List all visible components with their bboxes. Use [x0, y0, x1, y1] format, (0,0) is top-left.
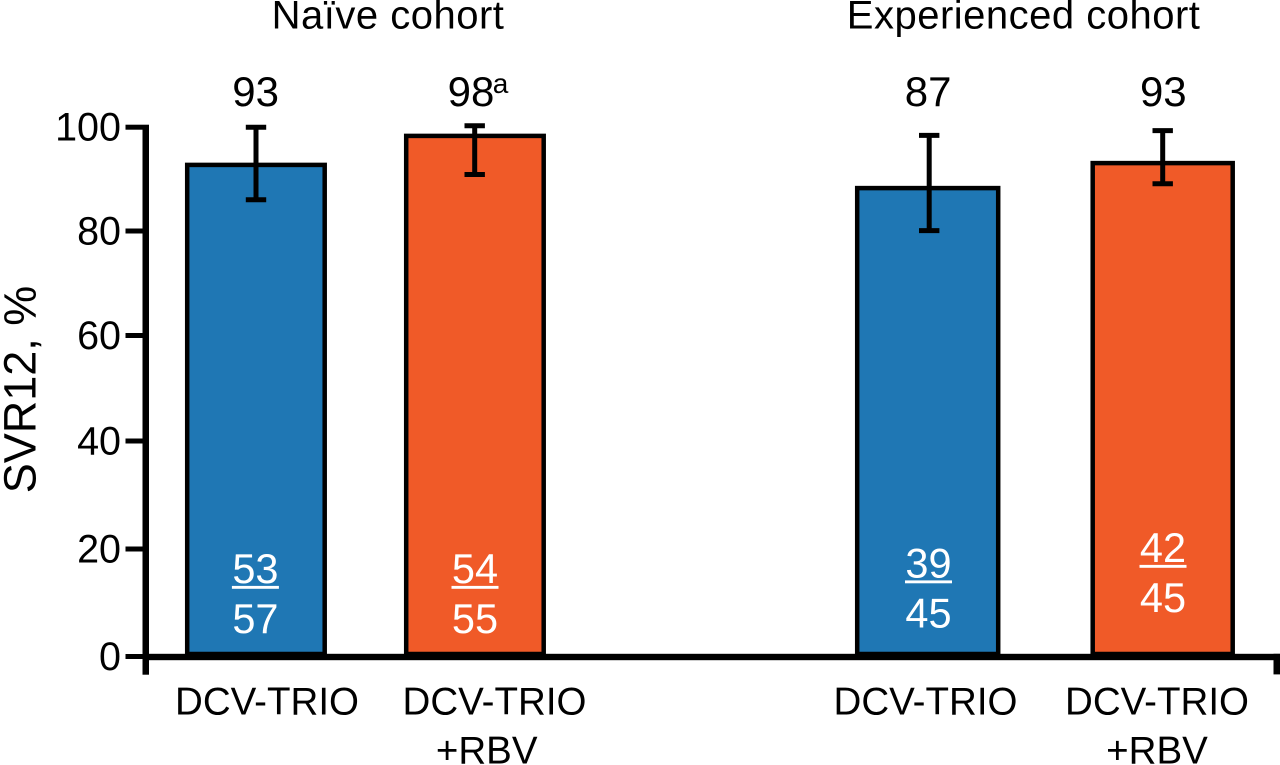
svg-text:45: 45: [1140, 574, 1186, 621]
svg-text:0: 0: [99, 635, 121, 679]
svg-text:SVR12, %: SVR12, %: [0, 286, 46, 494]
svg-text:87: 87: [905, 68, 952, 115]
svg-text:20: 20: [77, 527, 121, 571]
svg-text:+RBV: +RBV: [1106, 730, 1208, 765]
svg-text:DCV-TRIO: DCV-TRIO: [1065, 681, 1249, 724]
svg-text:57: 57: [232, 595, 278, 642]
svg-text:DCV-TRIO: DCV-TRIO: [175, 681, 359, 724]
svg-text:45: 45: [905, 589, 951, 636]
svg-text:98: 98: [448, 68, 495, 115]
svg-text:93: 93: [232, 68, 279, 115]
svg-text:54: 54: [452, 545, 498, 592]
svg-text:42: 42: [1140, 524, 1186, 571]
svg-text:93: 93: [1140, 68, 1187, 115]
svg-text:100: 100: [55, 105, 121, 149]
svg-text:Experienced cohort: Experienced cohort: [847, 0, 1201, 38]
svg-text:53: 53: [232, 545, 278, 592]
svg-text:60: 60: [77, 314, 121, 358]
svg-text:55: 55: [452, 595, 498, 642]
svg-text:+RBV: +RBV: [436, 730, 538, 765]
svg-text:80: 80: [77, 210, 121, 254]
svg-text:40: 40: [77, 420, 121, 464]
svg-text:39: 39: [905, 540, 951, 587]
svg-text:DCV-TRIO: DCV-TRIO: [403, 681, 587, 724]
svg-text:DCV-TRIO: DCV-TRIO: [834, 681, 1018, 724]
svg-text:Naïve cohort: Naïve cohort: [272, 0, 505, 38]
svg-text:a: a: [493, 68, 509, 99]
